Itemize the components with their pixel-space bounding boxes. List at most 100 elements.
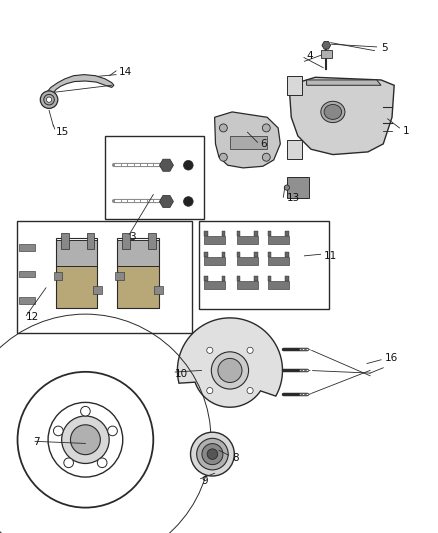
Ellipse shape (191, 432, 234, 476)
Text: 5: 5 (381, 43, 388, 53)
Bar (268, 276, 271, 281)
Bar (237, 257, 258, 265)
Bar (237, 236, 258, 244)
Bar (61, 232, 69, 248)
Bar (254, 276, 258, 281)
Ellipse shape (321, 101, 345, 123)
Bar (117, 240, 159, 266)
Ellipse shape (324, 104, 342, 119)
Bar (222, 276, 225, 281)
Bar (204, 236, 225, 244)
Bar (117, 238, 159, 308)
Polygon shape (159, 196, 173, 207)
Polygon shape (322, 42, 331, 49)
Polygon shape (289, 77, 394, 155)
Text: 7: 7 (33, 438, 39, 447)
Polygon shape (159, 159, 173, 171)
Text: 8: 8 (232, 454, 239, 463)
Bar (56, 240, 97, 266)
Bar (287, 76, 302, 95)
Bar (93, 286, 102, 294)
Ellipse shape (207, 347, 213, 353)
Bar (268, 257, 289, 265)
Text: 14: 14 (119, 67, 132, 77)
Ellipse shape (284, 185, 290, 190)
Bar (19, 244, 35, 251)
Bar (204, 281, 225, 289)
Ellipse shape (219, 154, 227, 161)
Bar (268, 236, 289, 244)
Ellipse shape (64, 458, 74, 467)
Bar (105, 136, 204, 219)
Ellipse shape (202, 443, 223, 465)
Text: 12: 12 (26, 312, 39, 322)
Text: 6: 6 (261, 139, 267, 149)
Bar (287, 140, 302, 159)
Bar (204, 276, 208, 281)
Bar (237, 281, 258, 289)
Text: 15: 15 (56, 127, 69, 136)
Bar (237, 276, 240, 281)
Bar (268, 231, 271, 236)
Text: 16: 16 (385, 353, 398, 363)
Bar (56, 238, 97, 308)
Ellipse shape (197, 438, 228, 470)
Bar (268, 252, 271, 257)
Text: 9: 9 (201, 476, 208, 486)
Ellipse shape (262, 124, 270, 132)
Ellipse shape (81, 406, 90, 416)
Bar (117, 266, 159, 308)
Bar (254, 252, 258, 257)
Bar (204, 231, 208, 236)
Text: 3: 3 (129, 232, 136, 242)
Ellipse shape (219, 124, 227, 132)
Ellipse shape (247, 347, 253, 353)
Bar (204, 252, 208, 257)
Ellipse shape (62, 416, 109, 464)
Bar (123, 232, 131, 248)
Bar (204, 257, 225, 265)
Bar (285, 231, 289, 236)
Ellipse shape (184, 197, 193, 206)
Text: 1: 1 (403, 126, 410, 135)
Bar (148, 232, 156, 248)
Ellipse shape (53, 426, 63, 436)
Bar (19, 297, 35, 304)
Ellipse shape (211, 352, 249, 389)
Bar (56, 266, 97, 308)
Text: 4: 4 (307, 51, 313, 61)
Polygon shape (307, 80, 381, 85)
Bar (285, 252, 289, 257)
Bar (86, 232, 94, 248)
Bar (53, 272, 62, 280)
Bar (287, 177, 309, 198)
Bar (154, 286, 163, 294)
Ellipse shape (44, 94, 54, 105)
Polygon shape (177, 318, 283, 407)
Text: 11: 11 (324, 251, 337, 261)
Bar (268, 281, 289, 289)
Ellipse shape (262, 154, 270, 161)
Bar (19, 271, 35, 277)
Ellipse shape (40, 91, 58, 108)
Ellipse shape (207, 387, 213, 394)
Bar (237, 252, 240, 257)
Bar (237, 231, 240, 236)
Ellipse shape (207, 449, 218, 459)
Text: 10: 10 (174, 369, 187, 379)
Bar (254, 231, 258, 236)
Bar (230, 136, 267, 149)
Ellipse shape (71, 425, 100, 455)
Bar (115, 272, 124, 280)
Bar (17, 221, 192, 333)
Bar (199, 221, 328, 309)
Polygon shape (44, 75, 114, 101)
Ellipse shape (46, 97, 52, 102)
Ellipse shape (184, 160, 193, 170)
Bar (222, 231, 225, 236)
Ellipse shape (218, 358, 242, 383)
Polygon shape (215, 112, 280, 168)
Bar (222, 252, 225, 257)
Bar (321, 50, 332, 58)
Text: 13: 13 (287, 193, 300, 203)
